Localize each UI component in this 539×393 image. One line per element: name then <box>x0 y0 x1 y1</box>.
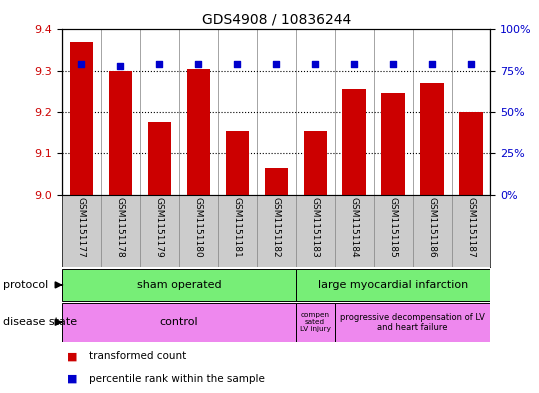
Bar <box>296 269 490 301</box>
Text: GSM1151187: GSM1151187 <box>467 197 475 257</box>
Bar <box>62 269 296 301</box>
Text: disease state: disease state <box>3 317 77 327</box>
Text: GSM1151181: GSM1151181 <box>233 197 242 257</box>
Text: GSM1151186: GSM1151186 <box>427 197 437 257</box>
Text: GSM1151184: GSM1151184 <box>350 197 358 257</box>
Text: GSM1151183: GSM1151183 <box>310 197 320 257</box>
Point <box>428 61 437 67</box>
Bar <box>420 83 444 195</box>
Text: GSM1151178: GSM1151178 <box>116 197 125 257</box>
Text: GSM1151185: GSM1151185 <box>389 197 398 257</box>
Text: GSM1151177: GSM1151177 <box>77 197 86 257</box>
Bar <box>296 303 335 342</box>
Text: ■: ■ <box>67 374 78 384</box>
Bar <box>226 130 249 195</box>
Text: control: control <box>160 317 198 327</box>
Point <box>233 61 241 67</box>
Title: GDS4908 / 10836244: GDS4908 / 10836244 <box>202 13 351 27</box>
Point <box>389 61 397 67</box>
Bar <box>342 89 366 195</box>
Bar <box>459 112 483 195</box>
Point <box>467 61 475 67</box>
Text: protocol: protocol <box>3 280 48 290</box>
Point <box>272 61 280 67</box>
Text: GSM1151179: GSM1151179 <box>155 197 164 257</box>
Text: GSM1151180: GSM1151180 <box>194 197 203 257</box>
Bar <box>148 122 171 195</box>
Text: transformed count: transformed count <box>89 351 186 361</box>
Bar <box>303 130 327 195</box>
Text: large myocardial infarction: large myocardial infarction <box>318 280 468 290</box>
Text: progressive decompensation of LV
and heart failure: progressive decompensation of LV and hea… <box>340 312 485 332</box>
Point <box>350 61 358 67</box>
Point <box>77 61 86 67</box>
Point <box>116 62 125 69</box>
Text: GSM1151182: GSM1151182 <box>272 197 281 257</box>
Bar <box>382 94 405 195</box>
Bar <box>335 303 490 342</box>
Text: ■: ■ <box>67 351 78 361</box>
Bar <box>186 69 210 195</box>
Bar <box>109 71 132 195</box>
Point <box>311 61 320 67</box>
Bar <box>265 168 288 195</box>
Bar <box>62 303 296 342</box>
Text: compen
sated
LV injury: compen sated LV injury <box>300 312 330 332</box>
Point <box>194 61 203 67</box>
Point <box>155 61 164 67</box>
Text: percentile rank within the sample: percentile rank within the sample <box>89 374 265 384</box>
Text: sham operated: sham operated <box>136 280 221 290</box>
Bar <box>70 42 93 195</box>
